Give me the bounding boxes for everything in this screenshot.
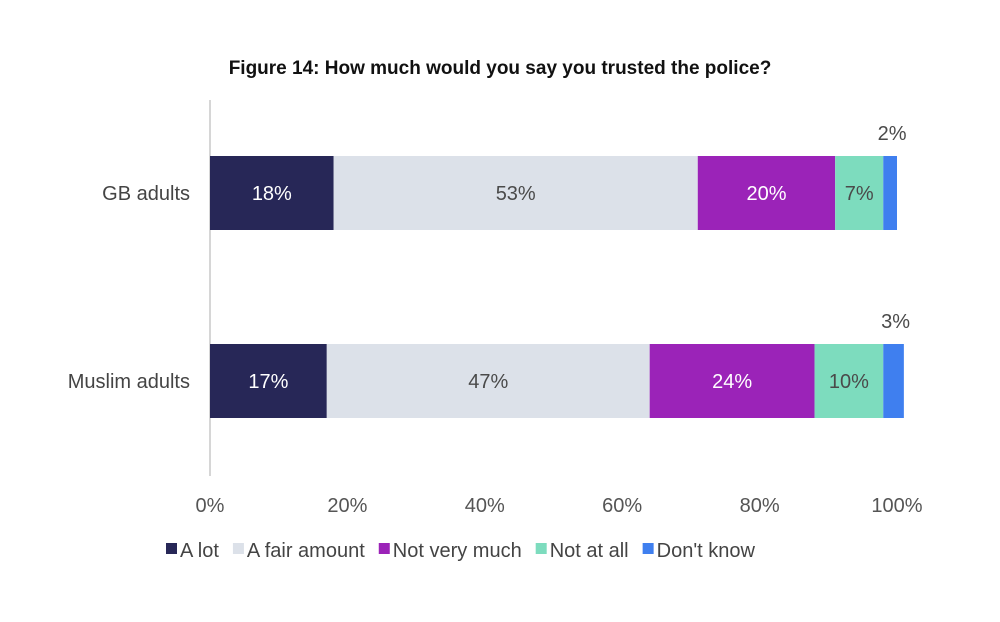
- legend-swatch: [642, 543, 654, 554]
- legend-swatch: [166, 543, 177, 554]
- legend-label: A lot: [180, 540, 219, 562]
- data-label: 2%: [878, 123, 907, 145]
- data-label: 18%: [252, 183, 292, 205]
- x-tick-label: 0%: [196, 495, 225, 517]
- x-tick-label: 60%: [602, 495, 642, 517]
- data-label: 20%: [746, 183, 786, 205]
- data-label: 10%: [829, 371, 869, 393]
- chart-title: Figure 14: How much would you say you tr…: [228, 58, 772, 79]
- x-tick-label: 20%: [327, 495, 367, 517]
- bar-segment: [814, 344, 884, 418]
- legend-swatch: [378, 543, 390, 554]
- category-label: GB adults: [102, 183, 190, 205]
- category-label: Muslim adults: [68, 371, 190, 393]
- data-label: 24%: [712, 371, 752, 393]
- legend-label: A fair amount: [247, 540, 365, 562]
- bar-segment: [835, 156, 884, 230]
- data-label: 47%: [468, 371, 508, 393]
- bar-segment: [649, 344, 815, 418]
- bar-segment: [883, 156, 897, 230]
- data-label: 7%: [845, 183, 874, 205]
- x-tick-label: 100%: [871, 495, 922, 517]
- bar-segment: [326, 344, 650, 418]
- legend-label: Don't know: [657, 540, 756, 562]
- legend-label: Not at all: [550, 540, 629, 562]
- data-label: 17%: [248, 371, 288, 393]
- data-label: 3%: [881, 311, 910, 333]
- data-label: 53%: [496, 183, 536, 205]
- bar-segment: [210, 344, 327, 418]
- x-tick-label: 40%: [465, 495, 505, 517]
- bar-segment: [697, 156, 836, 230]
- bar-segment: [210, 156, 334, 230]
- x-tick-label: 80%: [740, 495, 780, 517]
- legend-swatch: [535, 543, 547, 554]
- legend-label: Not very much: [393, 540, 522, 562]
- bar-segment: [883, 344, 904, 418]
- legend-swatch: [232, 543, 244, 554]
- bar-segment: [333, 156, 698, 230]
